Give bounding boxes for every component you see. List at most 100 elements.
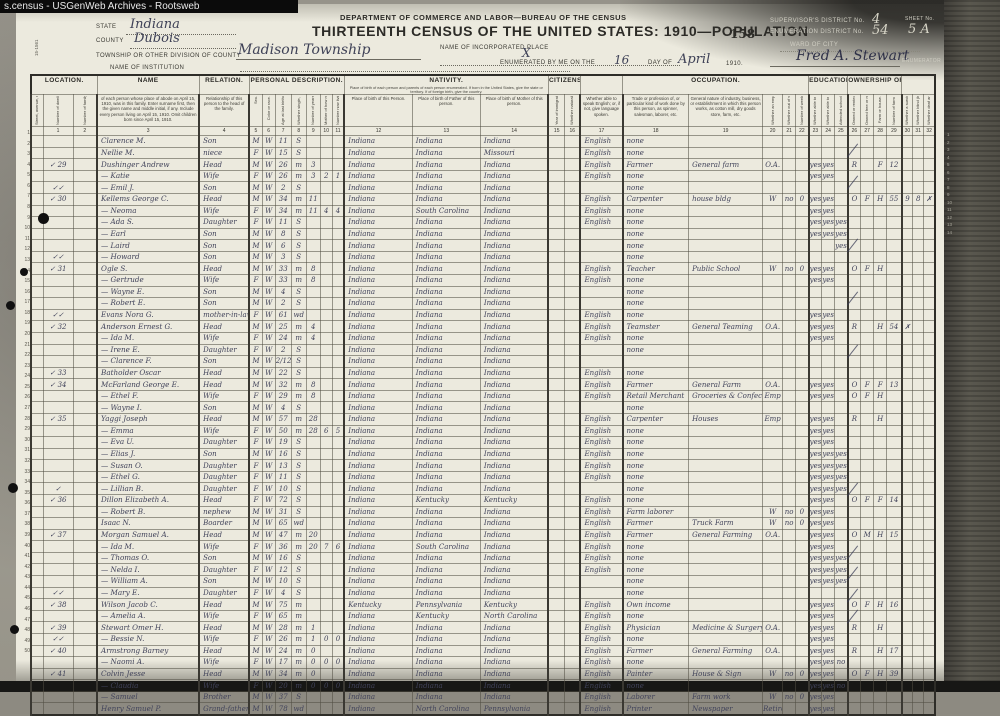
cell-can-write: yes	[821, 540, 836, 553]
cell-language: English	[579, 204, 624, 218]
line-number: 44	[24, 584, 30, 591]
cell-deaf	[923, 308, 936, 322]
cell-can-read: yes	[807, 470, 823, 484]
cell-years-married: 0	[305, 679, 321, 692]
cell-children-born	[319, 193, 333, 206]
edge-number: 11	[947, 207, 952, 212]
census-row: — Amelia A. Wife F W 65 m Indiana Kentucky North…	[30, 609, 936, 623]
cell-deaf	[923, 378, 936, 391]
cell-can-write: yes	[821, 609, 836, 623]
census-row: — William A. Son M W 10 S Indiana Indiana Indian…	[30, 575, 936, 588]
cell-farm-schedule	[886, 575, 903, 588]
cell-farm-house	[873, 551, 888, 565]
cell-naturalized	[563, 158, 581, 171]
cell-birthplace-father: Indiana	[411, 239, 481, 252]
cell-out-of-work	[782, 563, 797, 577]
cell-marital: m	[290, 632, 307, 646]
cell-years-married	[305, 401, 321, 414]
cell-children-living	[331, 575, 345, 588]
cell-marital: m	[290, 331, 307, 345]
cell-relation: Wife	[198, 204, 250, 218]
cell-children-born	[319, 239, 333, 252]
cell-sex: M	[248, 297, 263, 310]
cell-owned-rented: O	[846, 667, 862, 681]
column-number-family: 2	[72, 126, 98, 137]
cell-immigration-year	[547, 598, 565, 611]
cell-school	[834, 193, 849, 206]
cell-relation: Daughter	[198, 482, 250, 495]
cell-birthplace-mother: Indiana	[479, 331, 549, 345]
cell-children-born	[319, 609, 333, 623]
cell-weeks-out	[795, 470, 810, 484]
cell-sex: F	[248, 331, 263, 345]
cell-birthplace-father: Indiana	[411, 528, 481, 542]
line-number: 49	[24, 637, 30, 644]
cell-farm-schedule	[886, 181, 903, 194]
cell-civil-war-vet	[900, 285, 914, 299]
cell-out-of-work	[782, 644, 797, 658]
cell-can-write: yes	[821, 470, 836, 484]
cell-street	[30, 436, 44, 449]
cell-marital: S	[290, 343, 307, 357]
cell-industry	[688, 679, 764, 692]
cell-naturalized	[563, 551, 581, 565]
cell-age: 2/12	[274, 355, 292, 368]
cell-dwelling	[42, 146, 74, 160]
cell-blind	[912, 274, 925, 287]
column-label-can-read: Whether able to read.	[807, 94, 823, 128]
cell-farm-house: H	[873, 320, 888, 333]
cell-marital: m	[290, 609, 307, 623]
cell-free-mortgaged	[860, 204, 875, 218]
group-header-relation: RELATION.	[198, 74, 250, 96]
cell-language: English	[579, 540, 624, 553]
line-number: 28	[24, 415, 30, 422]
cell-birthplace: Kentucky	[343, 598, 413, 611]
cell-free-mortgaged	[860, 135, 875, 148]
cell-industry: General Teaming	[688, 320, 764, 333]
cell-weeks-out	[795, 494, 810, 507]
cell-marital: wd	[290, 517, 307, 530]
cell-name: — Thomas O.	[96, 551, 200, 565]
cell-color: W	[261, 575, 276, 588]
cell-employer-status	[762, 540, 784, 553]
punch-hole	[20, 268, 28, 276]
cell-name: Morgan Samuel A.	[96, 528, 200, 542]
cell-can-write: yes	[821, 679, 836, 692]
cell-deaf	[923, 424, 936, 438]
group-header-blank	[901, 74, 936, 96]
cell-street	[30, 285, 44, 299]
cell-street	[30, 355, 44, 368]
cell-family	[72, 146, 98, 160]
cell-civil-war-vet	[900, 447, 914, 461]
cell-out-of-work	[782, 355, 797, 368]
cell-school	[834, 412, 849, 426]
cell-blind	[912, 239, 925, 252]
cell-children-living	[331, 447, 345, 461]
institution-label: NAME OF INSTITUTION	[110, 65, 185, 71]
cell-industry	[688, 169, 764, 183]
cell-school: yes	[834, 216, 849, 229]
cell-free-mortgaged	[860, 285, 875, 299]
cell-street	[30, 667, 44, 681]
cell-dwelling: ✓ 33	[42, 366, 74, 380]
cell-immigration-year	[547, 679, 565, 692]
cell-industry	[688, 135, 764, 148]
cell-language: English	[579, 632, 624, 646]
cell-birthplace-mother: Indiana	[479, 424, 549, 438]
cell-children-born	[319, 297, 333, 310]
cell-birthplace-mother: Indiana	[479, 250, 549, 264]
cell-deaf	[923, 343, 936, 357]
cell-birthplace: Indiana	[343, 193, 413, 206]
cell-children-living	[331, 355, 345, 368]
cell-blind	[912, 285, 925, 299]
punch-hole	[8, 483, 18, 493]
cell-children-born	[319, 343, 333, 357]
cell-children-living	[331, 378, 345, 391]
cell-family	[72, 505, 98, 519]
cell-dwelling	[42, 343, 74, 357]
cell-out-of-work	[782, 308, 797, 322]
cell-blind	[912, 679, 925, 692]
cell-children-born	[319, 412, 333, 426]
column-label-birthplace-father: Place of birth of Father of this person.	[411, 94, 481, 128]
cell-blind	[912, 389, 925, 403]
